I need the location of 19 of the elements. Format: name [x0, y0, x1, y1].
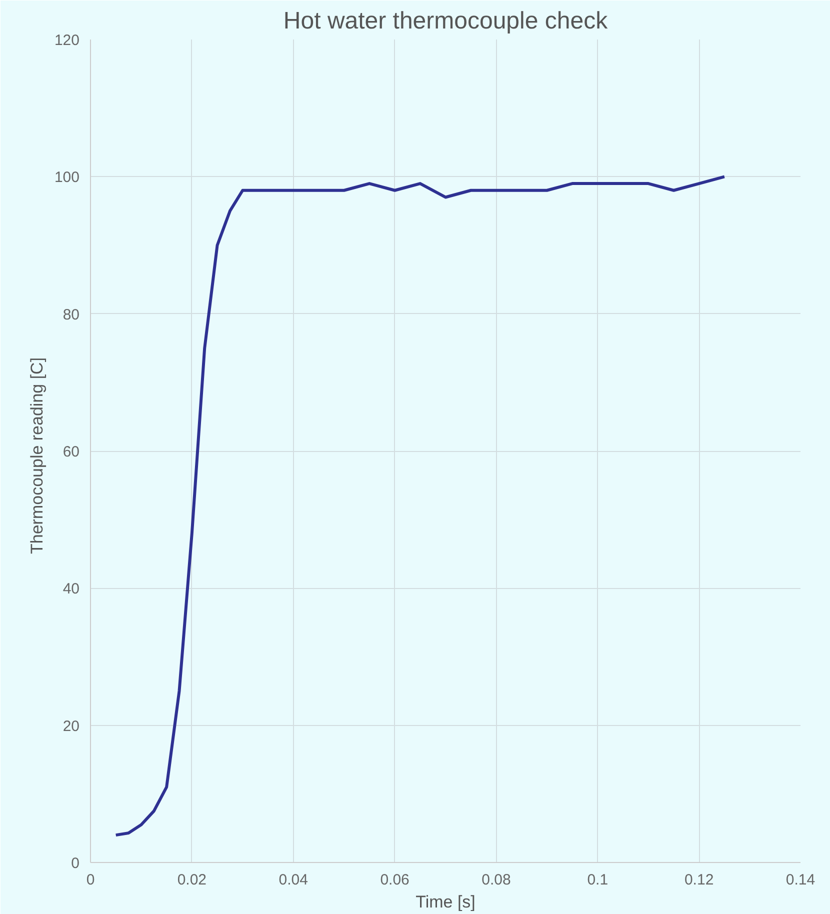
- x-tick-label: 0.04: [278, 872, 308, 888]
- x-tick-label: 0.12: [684, 872, 714, 888]
- y-tick-label: 100: [54, 169, 80, 186]
- x-tick-label: 0.08: [482, 872, 511, 888]
- y-tick-label: 80: [62, 306, 80, 324]
- x-tick-label: 0: [86, 872, 95, 888]
- y-tick-label: 40: [62, 580, 80, 598]
- y-tick-label: 0: [71, 855, 80, 872]
- x-axis-title: Time [s]: [416, 892, 476, 912]
- y-tick-label: 20: [62, 718, 80, 735]
- x-tick-label: 0.06: [380, 872, 410, 888]
- chart-title: Hot water thermocouple check: [283, 8, 609, 34]
- x-tick-label: 0.1: [587, 872, 608, 888]
- y-axis-title: Thermocouple reading [C]: [27, 357, 46, 554]
- y-tick-label: 120: [54, 32, 80, 49]
- line-series: [114, 175, 726, 837]
- x-tick-label: 0.02: [177, 872, 207, 888]
- x-tick-label: 0.14: [786, 872, 816, 888]
- y-tick-label: 60: [62, 444, 80, 460]
